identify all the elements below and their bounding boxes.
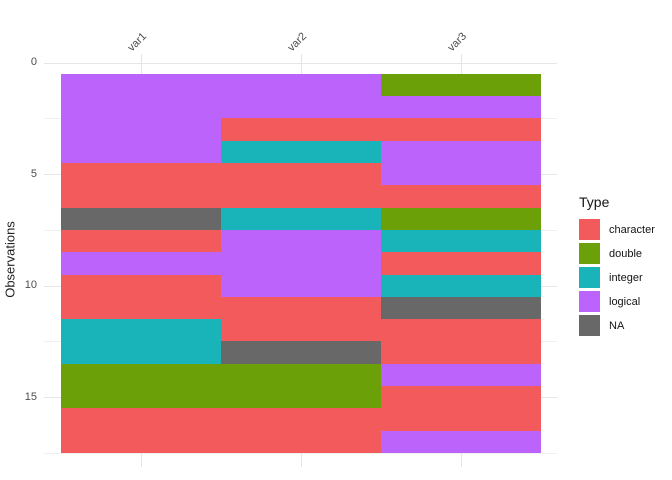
- heatmap-cell: [381, 73, 541, 97]
- legend-key-swatch: [579, 291, 600, 312]
- y-tick-label: 0: [30, 56, 37, 69]
- heatmap-cell: [61, 296, 221, 320]
- heatmap-cell: [381, 386, 541, 409]
- legend-item-label: logical: [609, 295, 641, 308]
- legend-item-label: character: [609, 223, 655, 236]
- heatmap-cell: [221, 363, 381, 386]
- legend-item-character: character: [579, 219, 655, 240]
- y-axis-title: Observations: [2, 221, 18, 298]
- heatmap-cell: [61, 140, 221, 164]
- heatmap-cell: [221, 73, 381, 97]
- heatmap-cell: [221, 207, 381, 230]
- heatmap-cell: [381, 207, 541, 230]
- legend-item-NA: NA: [579, 315, 655, 336]
- y-tick-label: 5: [30, 167, 37, 180]
- legend-item-label: NA: [609, 319, 625, 332]
- heatmap-cell: [221, 341, 381, 364]
- heatmap-cell: [221, 319, 381, 342]
- heatmap-cell: [61, 185, 221, 208]
- heatmap-cell: [221, 118, 381, 141]
- heatmap-cell: [61, 207, 221, 230]
- legend-key-swatch: [579, 267, 600, 288]
- heatmap-cell: [61, 73, 221, 97]
- heatmap-cell: [381, 408, 541, 431]
- heatmap-cell: [61, 341, 221, 364]
- x-axis-label-var2: var2: [285, 30, 310, 54]
- heatmap-cell: [381, 363, 541, 386]
- heatmap-cell: [61, 386, 221, 409]
- legend-item-double: double: [579, 243, 655, 264]
- heatmap-cell: [381, 140, 541, 164]
- heatmap-column-var2: [221, 73, 381, 453]
- y-tick-label: 10: [24, 279, 37, 292]
- heatmap-cell: [61, 229, 221, 253]
- heatmap-cell: [221, 163, 381, 186]
- legend-item-integer: integer: [579, 267, 655, 288]
- legend-title: Type: [579, 194, 610, 210]
- x-axis-label-var1: var1: [125, 30, 150, 54]
- heatmap-cell: [221, 296, 381, 320]
- heatmap-cell: [61, 96, 221, 119]
- heatmap-cell: [381, 185, 541, 208]
- heatmap-cell: [221, 430, 381, 453]
- heatmap-cell: [221, 386, 381, 409]
- heatmap-cell: [61, 118, 221, 141]
- heatmap-cell: [381, 341, 541, 364]
- heatmap-cell: [381, 274, 541, 297]
- heatmap-cell: [61, 430, 221, 453]
- heatmap-cell: [221, 140, 381, 164]
- heatmap-cell: [61, 408, 221, 431]
- gridline-major-horizontal: [44, 62, 557, 64]
- heatmap-cell: [61, 252, 221, 275]
- heatmap-cell: [61, 319, 221, 342]
- heatmap-cell: [381, 229, 541, 253]
- legend-item-label: double: [609, 247, 643, 260]
- legend-item-logical: logical: [579, 291, 655, 312]
- heatmap-cell: [61, 163, 221, 186]
- heatmap-column-var1: [61, 73, 221, 453]
- heatmap-cell: [381, 96, 541, 119]
- legend-items: character double integer logical NA: [579, 219, 655, 336]
- heatmap-cell: [61, 274, 221, 297]
- heatmap-cell: [381, 430, 541, 453]
- heatmap-cell: [221, 229, 381, 253]
- heatmap-cell: [381, 118, 541, 141]
- heatmap-column-var3: [381, 73, 541, 453]
- heatmap-cell: [381, 319, 541, 342]
- gridline-minor-horizontal: [44, 452, 557, 454]
- x-axis-label-var3: var3: [445, 30, 470, 54]
- heatmap-cell: [61, 363, 221, 386]
- heatmap-cell: [221, 185, 381, 208]
- legend-key-swatch: [579, 219, 600, 240]
- legend-item-label: integer: [609, 271, 643, 284]
- heatmap-cell: [221, 408, 381, 431]
- heatmap-cell: [221, 252, 381, 275]
- heatmap-cell: [221, 96, 381, 119]
- heatmap-cell: [381, 252, 541, 275]
- legend: Type character double integer logical NA: [579, 194, 655, 339]
- heatmap-cell: [381, 163, 541, 186]
- legend-key-swatch: [579, 243, 600, 264]
- heatmap-cell: [221, 274, 381, 297]
- legend-key-swatch: [579, 315, 600, 336]
- heatmap-cell: [381, 296, 541, 320]
- y-tick-label: 15: [24, 390, 37, 403]
